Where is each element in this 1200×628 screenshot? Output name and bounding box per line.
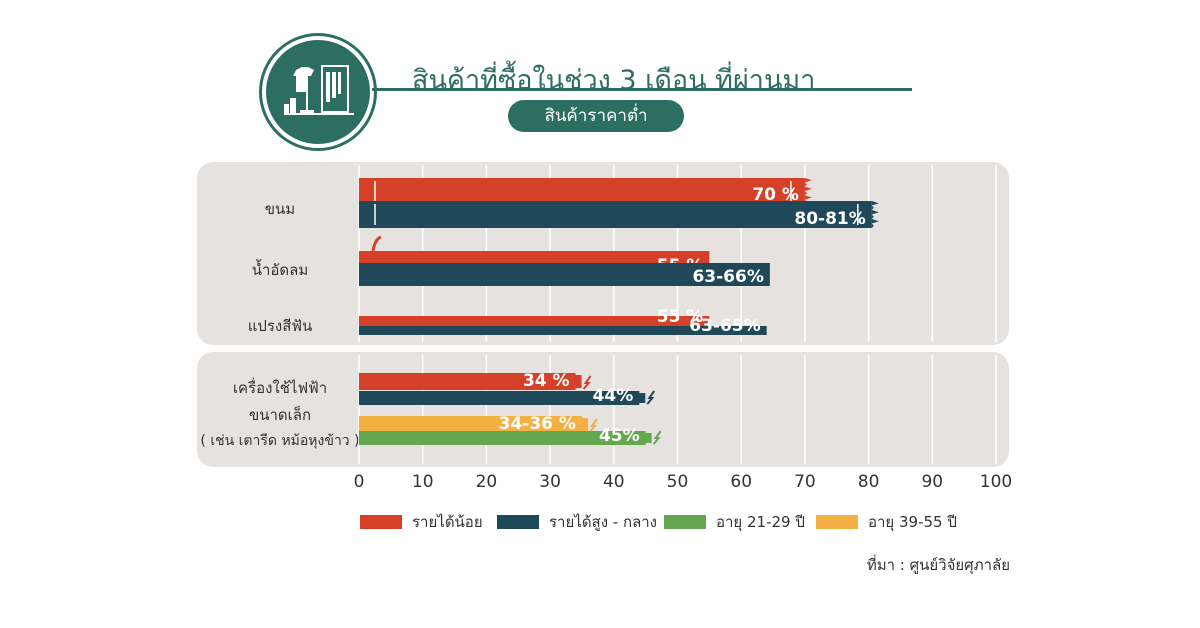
legend-label: รายได้สูง - กลาง bbox=[549, 513, 658, 531]
x-tick-label: 50 bbox=[667, 472, 689, 492]
panel-small-appliances bbox=[197, 352, 1009, 467]
title-underline bbox=[372, 88, 912, 91]
legend-swatch bbox=[360, 515, 402, 529]
plug-icon bbox=[643, 433, 652, 443]
legend-item-low-income: รายได้น้อย bbox=[360, 510, 483, 534]
x-tick-label: 60 bbox=[730, 472, 752, 492]
bar bbox=[359, 373, 576, 390]
category-label-appliances-line2: ขนาดเล็ก bbox=[248, 406, 312, 424]
bar-end bbox=[871, 201, 879, 228]
legend-label: รายได้น้อย bbox=[412, 513, 483, 531]
x-tick-label: 10 bbox=[412, 472, 434, 492]
legend-item-high-mid-income: รายได้สูง - กลาง bbox=[497, 510, 657, 534]
data-label: 63-66% bbox=[692, 267, 763, 287]
bar bbox=[359, 416, 582, 433]
data-label: 80-81% bbox=[794, 209, 865, 229]
data-label: 34-36 % bbox=[499, 414, 576, 434]
x-tick-label: 40 bbox=[603, 472, 625, 492]
legend-swatch bbox=[816, 515, 858, 529]
x-tick-label: 80 bbox=[858, 472, 880, 492]
plug-wire bbox=[582, 375, 592, 390]
bar bbox=[359, 263, 770, 286]
data-label: 34 % bbox=[523, 371, 570, 391]
plug-icon bbox=[637, 393, 646, 403]
clothes-shop-icon bbox=[262, 36, 374, 148]
plug-wire bbox=[652, 430, 662, 445]
legend-swatch bbox=[497, 515, 539, 529]
plug-icon bbox=[579, 418, 588, 431]
bar bbox=[359, 326, 767, 335]
category-label-appliances-line1: เครื่องใช้ไฟฟ้า bbox=[232, 379, 328, 397]
data-label: 44% bbox=[593, 386, 634, 406]
x-tick-label: 20 bbox=[476, 472, 498, 492]
bar bbox=[359, 391, 640, 405]
category-label-toothbrush: แปรงสีฟัน bbox=[247, 317, 313, 335]
category-label-snacks: ขนม bbox=[264, 200, 296, 218]
x-tick-label: 70 bbox=[794, 472, 816, 492]
data-label: 70 % bbox=[752, 185, 799, 205]
legend-item-age-21-29: อายุ 21-29 ปี bbox=[664, 510, 805, 534]
x-tick-label: 30 bbox=[539, 472, 561, 492]
x-tick-label: 90 bbox=[921, 472, 943, 492]
plug-icon bbox=[573, 375, 582, 388]
bar bbox=[359, 316, 710, 326]
data-label: 55 % bbox=[657, 307, 704, 327]
plug-wire bbox=[646, 390, 656, 405]
legend-label: อายุ 39-55 ปี bbox=[868, 513, 957, 531]
bar bbox=[359, 431, 646, 445]
plug-wire bbox=[589, 418, 598, 433]
category-label-soft-drinks: น้ำอัดลม bbox=[251, 261, 309, 279]
bar bbox=[359, 201, 872, 228]
bar-end bbox=[804, 178, 812, 204]
x-tick-label: 100 bbox=[980, 472, 1012, 492]
data-label: 45% bbox=[599, 426, 640, 446]
legend-item-age-39-55: อายุ 39-55 ปี bbox=[816, 510, 957, 534]
straw-icon bbox=[371, 235, 382, 252]
legend-swatch bbox=[664, 515, 706, 529]
x-tick-label: 0 bbox=[354, 472, 365, 492]
chart-subtitle: สินค้าราคาต่ำ bbox=[508, 100, 684, 132]
bar bbox=[359, 178, 805, 204]
data-label: 63-65% bbox=[689, 316, 760, 336]
legend-label: อายุ 21-29 ปี bbox=[716, 513, 805, 531]
source-note: ที่มา : ศูนย์วิจัยศุภาลัย bbox=[866, 556, 1010, 574]
category-label-appliances-line3: ( เช่น เตารีด หม้อหุงข้าว ) bbox=[200, 433, 360, 449]
